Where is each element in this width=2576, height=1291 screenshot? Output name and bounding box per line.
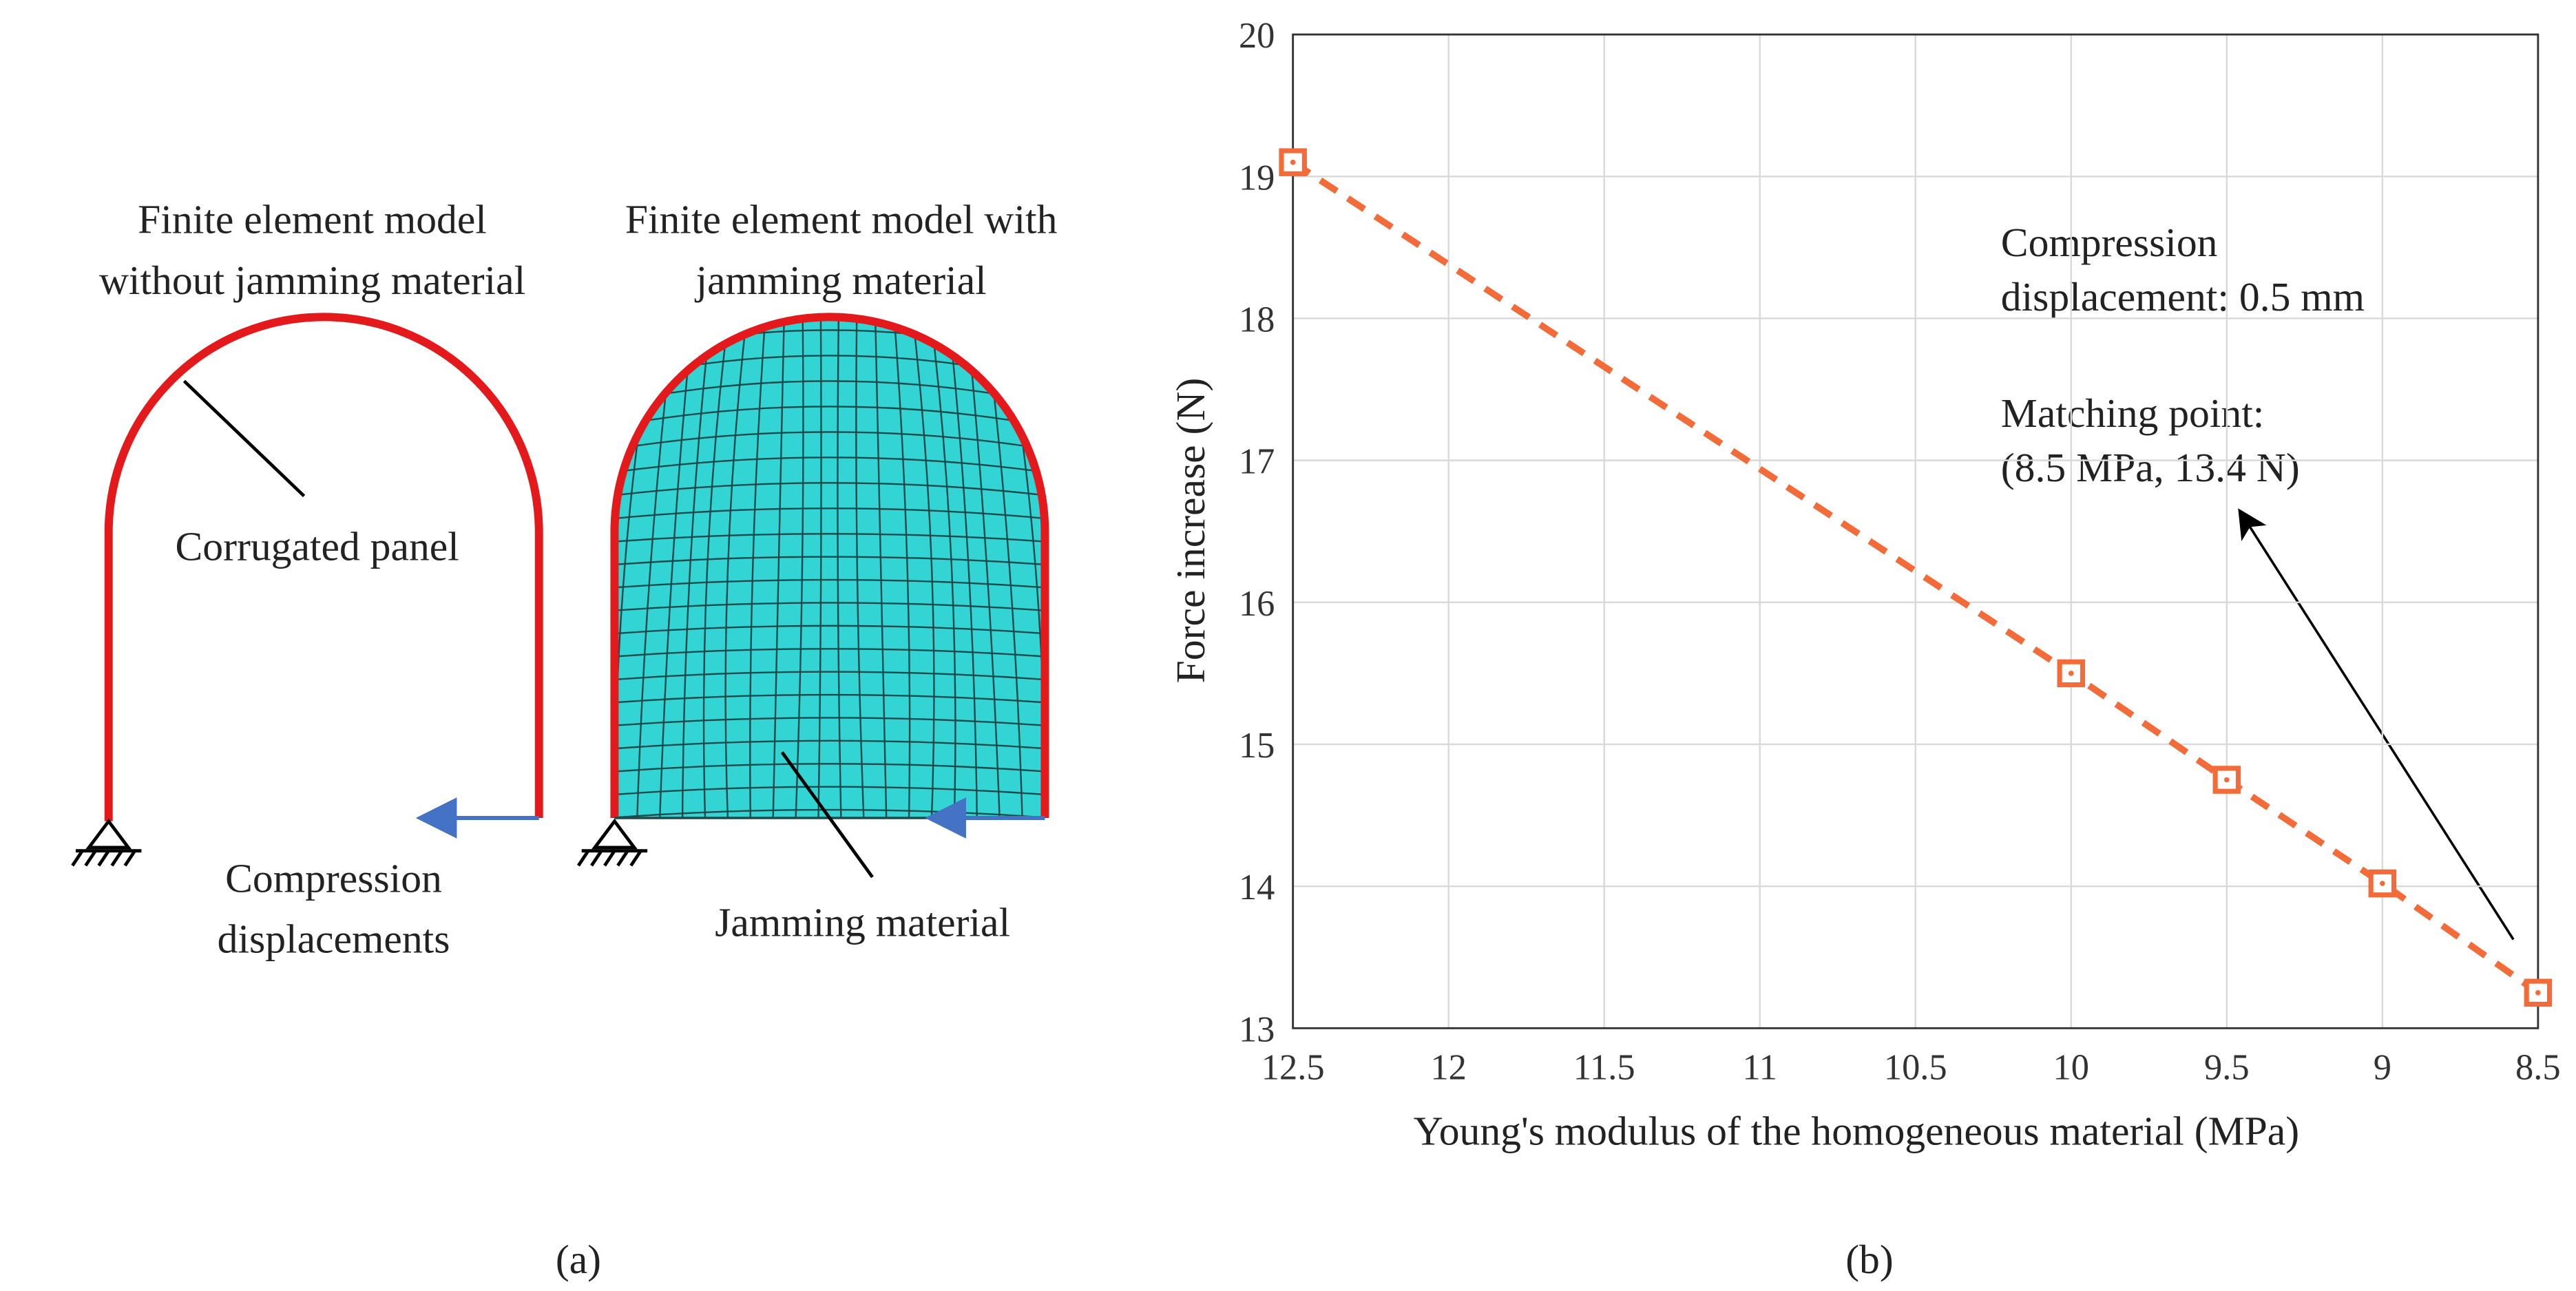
- x-tick-label: 9.5: [2204, 1047, 2250, 1087]
- mesh-line: [965, 317, 1001, 818]
- mesh-line: [614, 671, 1045, 681]
- x-tick-label: 12: [1430, 1047, 1466, 1087]
- data-marker-dot: [2535, 989, 2541, 996]
- mesh-line: [614, 786, 1045, 796]
- y-tick-label: 18: [1239, 300, 1275, 340]
- jamming-label: Jamming material: [715, 900, 1010, 945]
- y-tick-label: 16: [1239, 584, 1275, 624]
- compression-label: Compression: [225, 855, 442, 901]
- data-marker-dot: [1290, 159, 1296, 165]
- y-tick-label: 20: [1239, 16, 1275, 56]
- mesh-line: [749, 317, 768, 818]
- mesh-line: [817, 317, 822, 818]
- title-line: without jamming material: [99, 258, 525, 303]
- plot-frame: [1292, 33, 2540, 1029]
- mesh-line: [837, 317, 842, 818]
- mesh-line: [659, 317, 695, 818]
- x-tick-label: 9: [2374, 1047, 2391, 1087]
- data-marker-dot: [2068, 671, 2074, 676]
- mesh-line: [874, 317, 888, 818]
- mesh-line: [772, 317, 786, 818]
- y-tick-label: 19: [1239, 158, 1275, 198]
- y-tick-label: 14: [1239, 868, 1275, 907]
- annotation: Matching point:: [2001, 390, 2265, 436]
- mesh-line: [614, 763, 1045, 773]
- annotation-arrow: [2238, 508, 2515, 941]
- y-axis-label: Force increase (N): [1168, 378, 1213, 684]
- mesh-line: [614, 507, 1045, 521]
- mesh-line: [614, 717, 1045, 727]
- x-axis-label: Young's modulus of the homogeneous mater…: [1414, 1109, 2300, 1154]
- leader-line: [182, 379, 306, 498]
- mesh-line: [614, 602, 1045, 612]
- jammed-panel-shape: [610, 313, 1049, 818]
- support-symbol: [71, 818, 142, 867]
- mesh-line: [614, 431, 1045, 451]
- mesh-line: [892, 317, 911, 818]
- corrugated-panel-shape: [104, 313, 543, 821]
- title-line: jamming material: [695, 258, 987, 303]
- annotation: (8.5 MPa, 13.4 N): [2001, 445, 2300, 490]
- support-symbol: [576, 818, 648, 867]
- mesh: [614, 317, 1045, 818]
- mesh-line: [614, 693, 1045, 704]
- mesh-line: [724, 317, 749, 818]
- title-line: Finite element model: [138, 197, 487, 242]
- x-tick-label: 10.5: [1884, 1047, 1947, 1087]
- mesh-line: [614, 556, 1045, 566]
- mesh-line: [614, 624, 1045, 635]
- data-marker: [2212, 766, 2241, 794]
- y-tick-label: 15: [1239, 726, 1275, 766]
- x-tick-label: 8.5: [2515, 1047, 2561, 1087]
- mesh-line: [614, 808, 1045, 818]
- caption: (b): [1845, 1237, 1894, 1282]
- mesh-line: [614, 456, 1045, 474]
- leader-line: [780, 751, 874, 879]
- title-line: Finite element model with: [625, 197, 1058, 242]
- data-marker-dot: [2223, 777, 2230, 783]
- mesh-line: [855, 317, 865, 818]
- mesh-line: [614, 648, 1045, 658]
- y-tick-label: 17: [1239, 442, 1275, 482]
- mesh-line: [910, 317, 935, 818]
- caption: (a): [556, 1237, 601, 1282]
- compression-label: displacements: [218, 916, 450, 962]
- x-tick-label: 10: [2053, 1047, 2089, 1087]
- mesh-line: [614, 739, 1045, 750]
- x-tick-label: 11: [1742, 1047, 1777, 1087]
- panel-a: Finite element model without jamming mat…: [71, 197, 1058, 1282]
- data-marker: [2524, 978, 2553, 1007]
- x-tick-label: 12.5: [1261, 1047, 1325, 1087]
- mesh-line: [795, 317, 804, 818]
- panel-label: Corrugated panel: [176, 523, 459, 569]
- annotation: displacement: 0.5 mm: [2001, 274, 2365, 319]
- annotation: Compression: [2001, 220, 2218, 265]
- y-tick-label: 13: [1239, 1009, 1275, 1049]
- mesh-line: [614, 406, 1045, 428]
- panel-b: (b) Young's modulus of the homogeneous m…: [1168, 16, 2561, 1282]
- data-marker-dot: [2380, 881, 2385, 886]
- mesh-line: [614, 578, 1045, 589]
- mesh-line: [614, 482, 1045, 497]
- mesh-line: [614, 533, 1045, 543]
- x-tick-label: 11.5: [1573, 1047, 1635, 1087]
